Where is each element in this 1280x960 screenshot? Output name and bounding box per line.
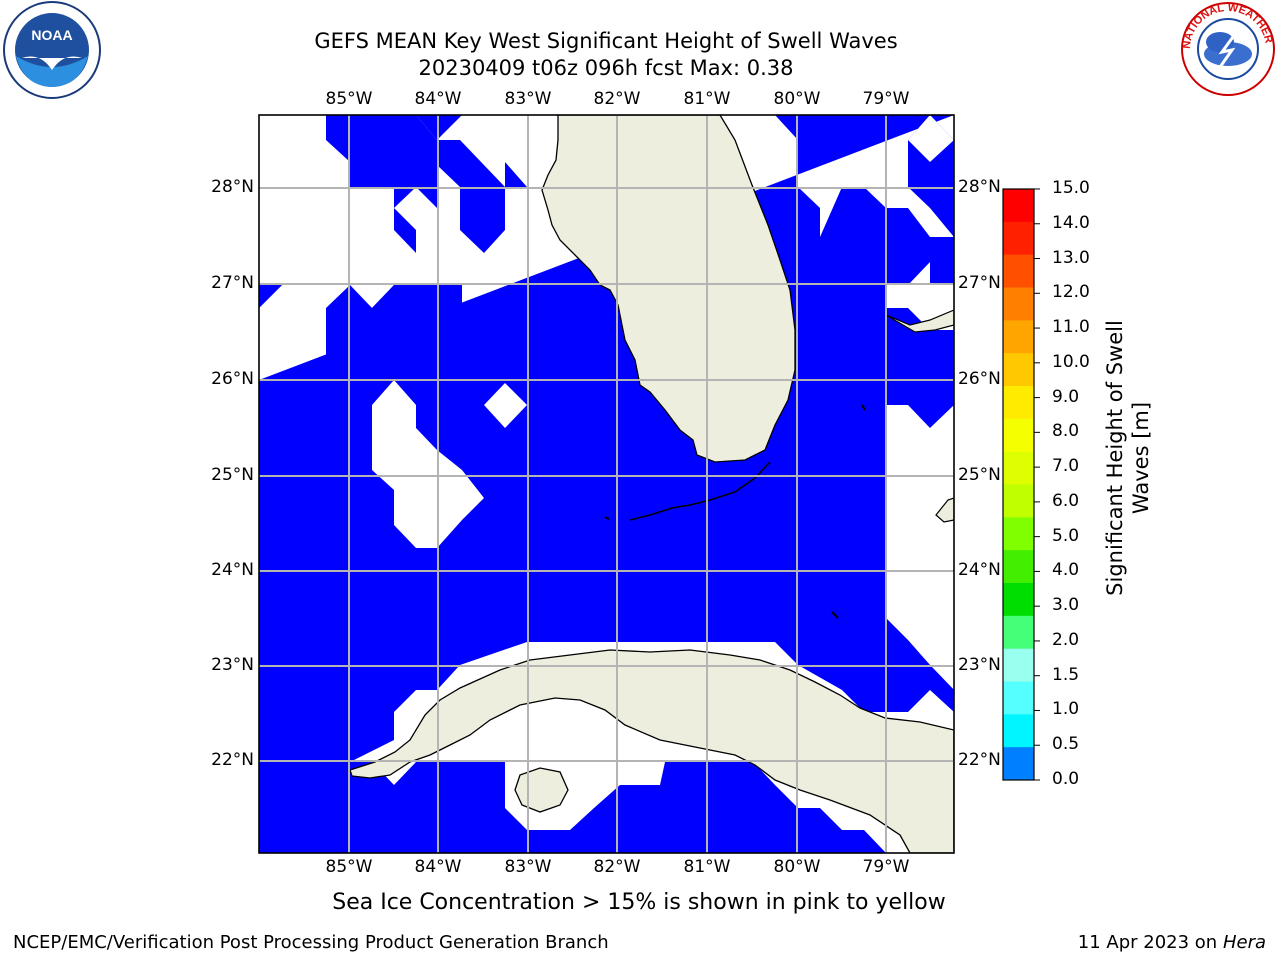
lat-label-right: 23°N <box>958 655 1001 675</box>
lon-label-top: 80°W <box>773 89 821 109</box>
bahamas-island <box>885 309 954 333</box>
lon-label-bottom: 81°W <box>683 857 731 877</box>
colorbar-label-line1: Significant Height of Swell <box>1103 320 1127 596</box>
lat-label-right: 24°N <box>958 560 1001 580</box>
colorbar-segment <box>1003 484 1034 518</box>
florida-keys <box>629 461 771 521</box>
colorbar-label-line2: Waves [m] <box>1129 401 1153 515</box>
colorbar-segment <box>1003 287 1034 321</box>
lon-label-top: 83°W <box>504 89 552 109</box>
colorbar-tick-label: 6.0 <box>1052 490 1080 511</box>
colorbar-tick-label: 2.0 <box>1052 629 1080 650</box>
colorbar-tick-label: 4.0 <box>1052 560 1080 581</box>
colorbar-segment <box>1003 254 1034 288</box>
colorbar-segment <box>1003 550 1034 584</box>
footer-branch-text: NCEP/EMC/Verification Post Processing Pr… <box>13 932 609 953</box>
isla-juventud <box>514 767 569 813</box>
lat-label-right: 25°N <box>958 465 1001 485</box>
chart-title-line2: 20230409 t06z 096h fcst Max: 0.38 <box>418 56 794 80</box>
lon-label-bottom: 83°W <box>504 857 552 877</box>
colorbar-tick-label: 15.0 <box>1052 178 1090 198</box>
colorbar-frame <box>1002 188 1035 781</box>
footer-date-host: 11 Apr 2023 on Hera <box>1078 932 1266 953</box>
colorbar-segment <box>1003 583 1034 617</box>
colorbar-tick-label: 1.5 <box>1052 664 1080 685</box>
lon-label-top: 79°W <box>862 89 910 109</box>
colorbar-segment <box>1003 681 1034 715</box>
colorbar-tick-label: 12.0 <box>1052 282 1090 303</box>
lat-label-left: 23°N <box>211 655 254 675</box>
lat-label-left: 27°N <box>211 273 254 293</box>
colorbar-label: Significant Height of Swell Waves [m] <box>1102 298 1154 618</box>
colorbar-tick-label: 10.0 <box>1052 351 1090 372</box>
colorbar-tick-label: 7.0 <box>1052 456 1080 477</box>
colorbar-tick-label: 9.0 <box>1052 386 1080 407</box>
noaa-logo: NOAA <box>3 1 101 99</box>
colorbar-segment <box>1003 714 1034 748</box>
colorbar-tick-label: 11.0 <box>1052 317 1090 338</box>
colorbar-segment <box>1003 320 1034 354</box>
colorbar-segment <box>1003 747 1034 781</box>
colorbar-segment <box>1003 418 1034 453</box>
colorbar-segment <box>1003 189 1034 223</box>
colorbar-tick-label: 3.0 <box>1052 595 1080 616</box>
lon-label-bottom: 82°W <box>593 857 641 877</box>
map-gridlines <box>259 115 954 853</box>
lat-label-right: 27°N <box>958 273 1001 293</box>
colorbar-tick-label: 8.0 <box>1052 421 1080 442</box>
lon-label-top: 84°W <box>414 89 462 109</box>
lat-label-right: 26°N <box>958 369 1001 389</box>
colorbar-segment <box>1003 615 1034 650</box>
dry-tortugas <box>604 516 610 520</box>
colorbar-tick-label: 13.0 <box>1052 247 1090 268</box>
colorbar-tick-label: 1.0 <box>1052 699 1080 720</box>
colorbar-tick-label: 5.0 <box>1052 525 1080 546</box>
lon-label-bottom: 80°W <box>773 857 821 877</box>
lon-label-bottom: 85°W <box>325 857 373 877</box>
colorbar-tick-label: 0.0 <box>1052 769 1080 789</box>
lon-label-bottom: 79°W <box>862 857 910 877</box>
colorbar-segment <box>1003 517 1034 551</box>
lat-label-right: 28°N <box>958 177 1001 197</box>
lat-label-left: 25°N <box>211 465 254 485</box>
colorbar <box>1003 189 1034 781</box>
colorbar-tick-label: 14.0 <box>1052 212 1090 233</box>
lon-label-top: 81°W <box>683 89 731 109</box>
colorbar-segment <box>1003 221 1034 256</box>
colorbar-segment <box>1003 353 1034 387</box>
lat-label-left: 28°N <box>211 177 254 197</box>
lat-label-left: 26°N <box>211 369 254 389</box>
cuba-landmass <box>349 649 954 853</box>
colorbar-segment <box>1003 648 1034 682</box>
lon-label-top: 82°W <box>593 89 641 109</box>
andros-island <box>935 497 954 523</box>
florida-landmass <box>541 115 796 463</box>
colorbar-tick-label: 0.5 <box>1052 734 1080 755</box>
lat-label-left: 24°N <box>211 560 254 580</box>
footer-date: 11 Apr 2023 on <box>1077 932 1218 953</box>
sea-ice-note: Sea Ice Concentration > 15% is shown in … <box>332 890 946 915</box>
lat-label-right: 22°N <box>958 750 1001 770</box>
map-border <box>258 114 955 854</box>
lat-label-left: 22°N <box>211 750 254 770</box>
footer-host: Hera <box>1222 932 1266 953</box>
lon-label-bottom: 84°W <box>414 857 462 877</box>
colorbar-segment <box>1003 386 1034 420</box>
noaa-logo-text: NOAA <box>31 27 72 43</box>
colorbar-tick-marks <box>1034 188 1040 781</box>
colorbar-segment <box>1003 451 1034 485</box>
chart-title-line1: GEFS MEAN Key West Significant Height of… <box>314 29 898 53</box>
lon-label-top: 85°W <box>325 89 373 109</box>
